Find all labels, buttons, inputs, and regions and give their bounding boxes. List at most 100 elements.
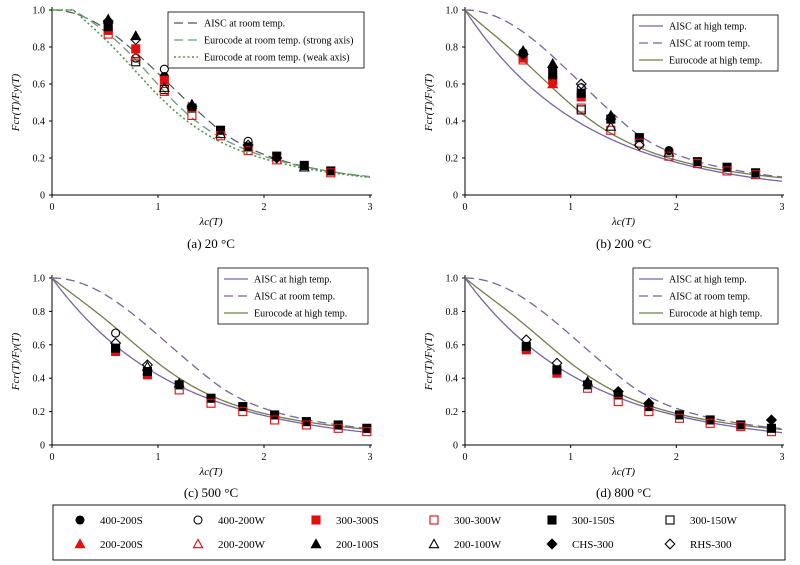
data-point-CHS-300 xyxy=(271,152,283,164)
legend-label: AISC at room temp. xyxy=(204,19,285,30)
curve-aisc_room xyxy=(51,277,371,430)
data-point-300-150S xyxy=(142,366,152,377)
legend-marker-RHS-300 xyxy=(664,538,676,550)
data-point-300-150S xyxy=(326,166,336,176)
curve-legend-box xyxy=(167,11,365,69)
x-tick-label: 1 xyxy=(568,202,573,213)
data-point-300-300W xyxy=(243,146,253,156)
y-axis-label: Fcr(T)/Fy(T) xyxy=(423,73,435,132)
legend-label: Eurocode at high temp. xyxy=(669,56,762,67)
legend-label: AISC at high temp. xyxy=(669,275,747,286)
data-point-300-150S xyxy=(766,423,776,433)
legend-marker-200-200S xyxy=(74,538,86,549)
legend-label: Eurocode at room temp. (weak axis) xyxy=(204,53,350,64)
data-point-RHS-300 xyxy=(110,337,122,349)
data-point-300-300W xyxy=(362,427,372,437)
marker-legend: 400-200S 400-200W 300-300S 300-300W 300-150S… xyxy=(52,504,786,561)
legend-marker-300-150W xyxy=(665,515,675,525)
legend-marker-200-100W xyxy=(428,538,440,549)
y-tick-label: 1.0 xyxy=(33,274,46,285)
data-point-200-200S xyxy=(547,78,559,89)
y-tick-label: 0.2 xyxy=(446,154,459,165)
x-tick-label: 1 xyxy=(156,452,161,463)
data-point-300-150S xyxy=(362,423,372,433)
data-point-300-300W xyxy=(238,407,248,417)
data-point-300-150S xyxy=(206,393,216,403)
data-point-CHS-300 xyxy=(612,385,624,398)
data-point-200-200W xyxy=(130,50,142,61)
data-point-300-150S xyxy=(299,160,309,170)
x-tick-label: 2 xyxy=(262,202,267,213)
legend-marker-300-300W xyxy=(429,515,439,525)
data-point-CHS-300 xyxy=(547,61,559,73)
y-axis-label: Fcr(T)/Fy(T) xyxy=(10,332,22,391)
x-tick-label: 0 xyxy=(50,202,55,213)
legend-label: AISC at room temp. xyxy=(669,292,750,303)
y-tick-label: 0.2 xyxy=(446,407,459,418)
x-tick-label: 0 xyxy=(463,452,468,463)
y-tick-label: 0.6 xyxy=(446,340,459,351)
panel-title: (d) 800 °C xyxy=(596,485,651,500)
panel-title: (c) 500 °C xyxy=(184,485,238,500)
data-point-300-150S xyxy=(751,168,761,178)
data-point-200-100S xyxy=(605,109,617,120)
legend-marker-300-300S xyxy=(311,515,321,525)
y-tick-label: 1.0 xyxy=(446,6,459,17)
data-point-200-100S xyxy=(582,375,594,386)
legend-marker-label: CHS-300 xyxy=(572,539,614,551)
y-tick-label: 0.4 xyxy=(446,117,459,128)
data-point-300-150S xyxy=(634,133,644,143)
legend-marker-300-150S xyxy=(547,515,557,525)
legend-marker-400-200S xyxy=(75,515,85,525)
x-tick-label: 1 xyxy=(156,202,161,213)
x-tick-label: 2 xyxy=(674,202,679,213)
data-point-200-100W xyxy=(298,161,310,172)
data-point-300-150S xyxy=(674,410,685,420)
data-point-200-100W xyxy=(663,146,675,157)
data-point-300-300W xyxy=(613,397,623,407)
curve-aisc_high xyxy=(464,9,783,182)
x-axis-label: λc(T) xyxy=(611,466,635,478)
data-point-300-150S xyxy=(301,417,311,427)
legend-marker-400-200W xyxy=(193,515,203,525)
x-axis-label: λc(T) xyxy=(611,216,635,228)
y-tick-label: 0 xyxy=(453,191,458,202)
data-point-CHS-300 xyxy=(765,414,778,426)
chart-panel-4: 0 0.2 0.4 0.6 0.8 1.0 0 1 2 3 λc(T) Fcr(T)/Fy(T) AIS… xyxy=(423,267,785,500)
data-point-300-150S xyxy=(552,365,562,375)
legend-label: AISC at room temp. xyxy=(254,292,335,303)
y-tick-label: 0.2 xyxy=(33,154,46,165)
x-tick-label: 0 xyxy=(50,452,55,463)
data-point-400-200W xyxy=(111,328,121,338)
y-tick-label: 0.2 xyxy=(33,407,46,418)
legend-marker-label: 400-200S xyxy=(100,515,143,527)
data-point-RHS-300 xyxy=(551,357,563,369)
curve-aisc_room xyxy=(464,277,783,430)
data-point-RHS-300 xyxy=(520,334,532,346)
curve-ec_room_weak xyxy=(52,9,371,179)
data-point-300-150W xyxy=(131,57,141,67)
x-tick-label: 3 xyxy=(368,452,373,463)
data-point-300-150S xyxy=(521,341,531,352)
legend-label: Eurocode at high temp. xyxy=(669,309,762,320)
chart-panel-3: 0 0.2 0.4 0.6 0.8 1.0 0 1 2 3 λc(T) Fcr(T)/Fy(T) AIS… xyxy=(10,267,373,500)
data-point-CHS-300 xyxy=(643,397,655,409)
y-tick-label: 0.4 xyxy=(33,374,46,385)
y-tick-label: 0 xyxy=(40,441,45,452)
x-tick-label: 2 xyxy=(674,452,679,463)
data-point-300-300W xyxy=(692,159,703,169)
data-point-300-300W xyxy=(206,398,216,408)
curve-ec_high xyxy=(464,277,783,431)
data-point-300-300W xyxy=(736,422,746,432)
data-point-CHS-300 xyxy=(102,15,114,27)
y-tick-label: 0.8 xyxy=(33,43,46,54)
y-tick-label: 0.8 xyxy=(446,307,459,318)
marker-legend-box xyxy=(52,504,786,561)
curve-aisc_high xyxy=(464,277,783,434)
legend-marker-label: 300-300W xyxy=(454,515,502,527)
legend-label: AISC at high temp. xyxy=(669,22,747,33)
y-tick-label: 0.4 xyxy=(446,374,459,385)
legend-marker-label: 200-100S xyxy=(336,539,379,551)
x-tick-label: 3 xyxy=(780,452,785,463)
